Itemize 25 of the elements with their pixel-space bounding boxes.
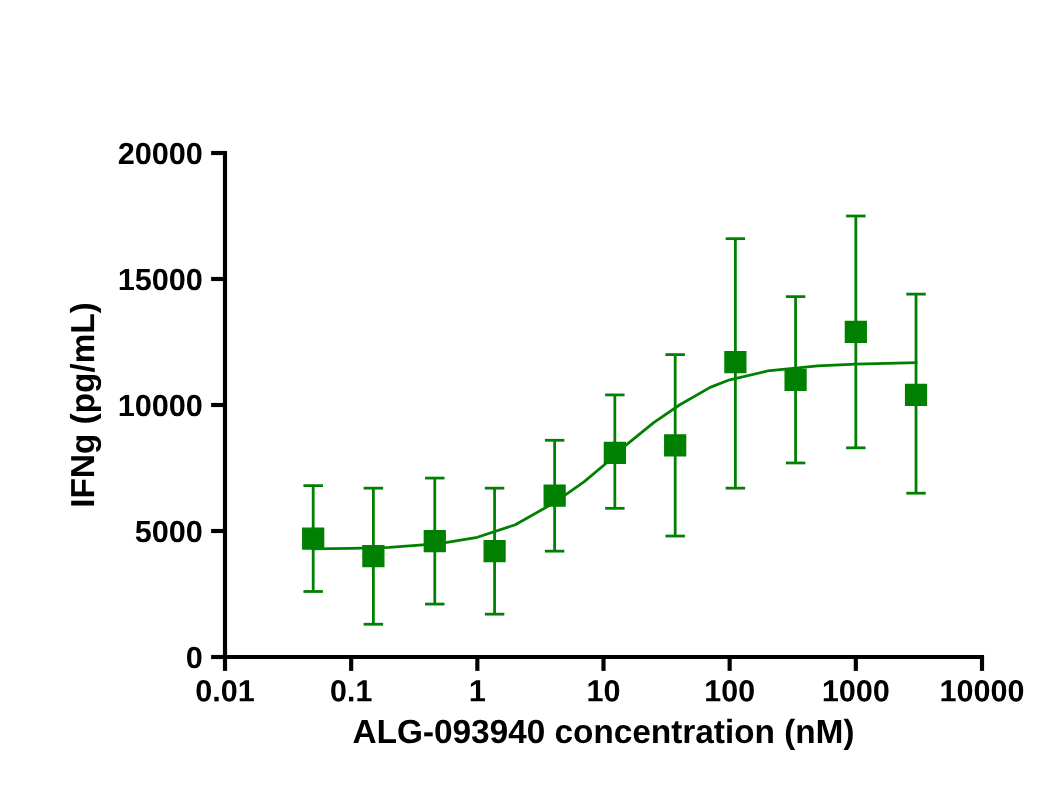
y-tick-label: 15000 — [119, 268, 202, 291]
x-tick-label: 0.01 — [196, 680, 254, 702]
x-tick-label: 1 — [470, 680, 485, 702]
point — [904, 383, 928, 407]
point — [724, 351, 747, 374]
point — [362, 545, 385, 568]
point — [664, 434, 687, 457]
x-tick-label: 1000 — [823, 680, 889, 702]
y-tick-label: 5000 — [135, 520, 202, 543]
y-tick-label: 20000 — [118, 142, 202, 165]
point — [423, 529, 446, 553]
y-tick-label: 0 — [186, 646, 202, 669]
point — [784, 368, 807, 391]
x-tick-label: 10 — [588, 680, 620, 702]
point — [603, 441, 626, 464]
point — [302, 527, 325, 550]
x-axis-title: ALG-093940 concentration (nM) — [353, 718, 853, 750]
x-tick-label: 10000 — [941, 680, 1024, 702]
point — [483, 540, 506, 563]
x-tick-label: 0.1 — [331, 680, 372, 702]
point — [844, 320, 867, 344]
y-tick-label: 10000 — [119, 394, 202, 417]
point — [543, 484, 566, 507]
y-axis-title: IFNg (pg/mL) — [69, 303, 102, 506]
x-tick-label: 100 — [706, 680, 754, 702]
